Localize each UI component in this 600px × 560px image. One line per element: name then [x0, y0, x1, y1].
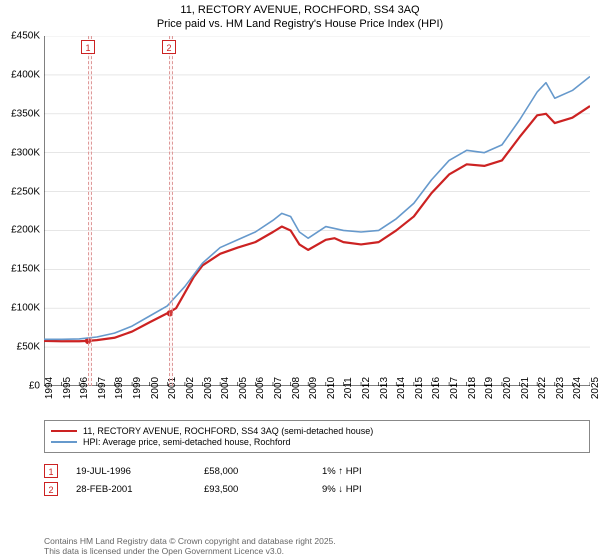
- row-marker: 2: [44, 482, 58, 496]
- marker-band: [88, 36, 92, 386]
- x-tick-label: 1998: [114, 377, 125, 399]
- x-tick-label: 2021: [520, 377, 531, 399]
- marker-band: [169, 36, 173, 386]
- title-line-2: Price paid vs. HM Land Registry's House …: [0, 17, 600, 31]
- x-tick-label: 2010: [326, 377, 337, 399]
- x-tick-label: 2007: [273, 377, 284, 399]
- x-tick-label: 2008: [291, 377, 302, 399]
- footer-line: This data is licensed under the Open Gov…: [44, 546, 336, 557]
- y-tick-label: £450K: [11, 31, 40, 42]
- x-tick-label: 1999: [132, 377, 143, 399]
- y-tick-label: £200K: [11, 225, 40, 236]
- x-tick-label: 2011: [343, 377, 354, 399]
- x-tick-label: 2020: [502, 377, 513, 399]
- y-tick-label: £150K: [11, 264, 40, 275]
- y-tick-label: £350K: [11, 108, 40, 119]
- footer-line: Contains HM Land Registry data © Crown c…: [44, 536, 336, 547]
- legend-swatch: [51, 430, 77, 432]
- y-tick-label: £300K: [11, 147, 40, 158]
- row-price: £93,500: [204, 484, 304, 495]
- x-tick-label: 2012: [361, 377, 372, 399]
- legend-item: 11, RECTORY AVENUE, ROCHFORD, SS4 3AQ (s…: [51, 426, 583, 436]
- x-tick-label: 2000: [150, 377, 161, 399]
- legend: 11, RECTORY AVENUE, ROCHFORD, SS4 3AQ (s…: [44, 420, 590, 453]
- chart-area: £0£50K£100K£150K£200K£250K£300K£350K£400…: [44, 36, 590, 386]
- y-tick-label: £400K: [11, 69, 40, 80]
- x-tick-label: 2005: [238, 377, 249, 399]
- row-diff: 9% ↓ HPI: [322, 484, 362, 495]
- x-tick-label: 2023: [555, 377, 566, 399]
- legend-label: 11, RECTORY AVENUE, ROCHFORD, SS4 3AQ (s…: [83, 426, 373, 436]
- row-price: £58,000: [204, 466, 304, 477]
- y-tick-label: £100K: [11, 303, 40, 314]
- x-tick-label: 2015: [414, 377, 425, 399]
- x-tick-label: 2006: [255, 377, 266, 399]
- table-row: 1 19-JUL-1996 £58,000 1% ↑ HPI: [44, 464, 590, 478]
- x-tick-label: 2022: [537, 377, 548, 399]
- x-tick-label: 2019: [484, 377, 495, 399]
- x-tick-label: 2018: [467, 377, 478, 399]
- y-tick-label: £50K: [17, 342, 40, 353]
- x-tick-label: 2009: [308, 377, 319, 399]
- marker-box: 2: [162, 40, 176, 54]
- x-tick-label: 2024: [572, 377, 583, 399]
- x-tick-label: 2016: [431, 377, 442, 399]
- chart-title-block: 11, RECTORY AVENUE, ROCHFORD, SS4 3AQ Pr…: [0, 0, 600, 32]
- row-date: 19-JUL-1996: [76, 466, 186, 477]
- row-marker: 1: [44, 464, 58, 478]
- x-tick-label: 1997: [97, 377, 108, 399]
- legend-label: HPI: Average price, semi-detached house,…: [83, 437, 290, 447]
- x-tick-label: 1995: [62, 377, 73, 399]
- x-tick-label: 2025: [590, 377, 600, 399]
- x-tick-label: 2004: [220, 377, 231, 399]
- x-tick-label: 1994: [44, 377, 55, 399]
- row-diff: 1% ↑ HPI: [322, 466, 362, 477]
- y-tick-label: £250K: [11, 186, 40, 197]
- x-tick-label: 2014: [396, 377, 407, 399]
- row-date: 28-FEB-2001: [76, 484, 186, 495]
- legend-swatch: [51, 441, 77, 443]
- transaction-table: 1 19-JUL-1996 £58,000 1% ↑ HPI 2 28-FEB-…: [44, 460, 590, 500]
- legend-item: HPI: Average price, semi-detached house,…: [51, 437, 583, 447]
- x-tick-label: 2013: [379, 377, 390, 399]
- x-tick-label: 2017: [449, 377, 460, 399]
- line-chart: [44, 36, 590, 386]
- title-line-1: 11, RECTORY AVENUE, ROCHFORD, SS4 3AQ: [0, 3, 600, 17]
- table-row: 2 28-FEB-2001 £93,500 9% ↓ HPI: [44, 482, 590, 496]
- footer: Contains HM Land Registry data © Crown c…: [44, 536, 336, 557]
- y-tick-label: £0: [29, 381, 40, 392]
- x-tick-label: 2002: [185, 377, 196, 399]
- x-tick-label: 2003: [203, 377, 214, 399]
- marker-box: 1: [81, 40, 95, 54]
